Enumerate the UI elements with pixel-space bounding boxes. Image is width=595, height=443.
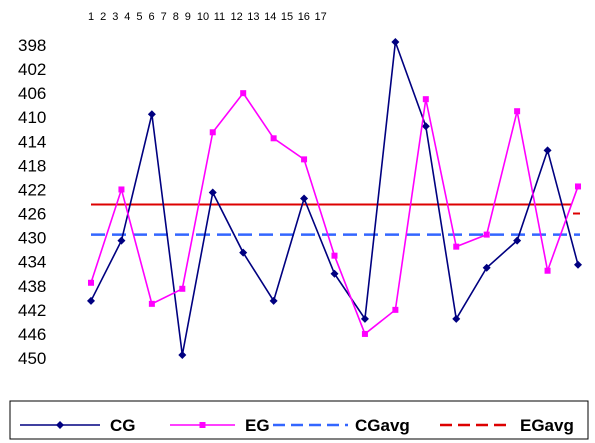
y-tick-label: 438	[18, 277, 46, 296]
data-point-eg	[575, 183, 581, 190]
legend-label-cg: CG	[110, 416, 136, 435]
y-tick-label: 442	[18, 301, 46, 320]
data-point-eg	[422, 96, 429, 103]
x-tick-label: 14	[264, 11, 276, 23]
data-point-cg	[239, 248, 248, 257]
y-tick-label: 414	[18, 132, 46, 151]
y-tick-label: 446	[18, 325, 46, 344]
plot-area	[87, 37, 582, 359]
y-tick-label: 410	[18, 108, 46, 127]
y-tick-label: 450	[18, 349, 46, 368]
x-tick-label: 15	[281, 11, 293, 23]
data-point-cg	[178, 351, 187, 359]
y-tick-label: 406	[18, 84, 46, 103]
data-point-eg	[88, 279, 94, 286]
data-point-cg	[87, 296, 95, 305]
x-tick-label: 2	[100, 11, 106, 23]
data-point-eg	[179, 285, 186, 292]
data-point-eg	[514, 108, 521, 115]
y-tick-label: 418	[18, 156, 46, 175]
x-tick-label: 7	[161, 11, 167, 23]
x-tick-label: 5	[136, 11, 142, 23]
data-point-cg	[543, 146, 552, 155]
y-tick-label: 422	[18, 180, 46, 199]
x-tick-label: 11	[214, 11, 225, 23]
x-tick-label: 8	[173, 11, 179, 23]
x-tick-label: 9	[185, 11, 191, 23]
legend-box	[9, 400, 589, 440]
x-tick-label: 12	[231, 11, 243, 23]
data-point-cg	[391, 37, 400, 46]
data-point-eg	[301, 156, 308, 163]
x-tick-label: 17	[315, 11, 327, 23]
data-point-eg	[453, 243, 460, 250]
data-point-eg	[361, 330, 368, 337]
data-point-eg	[483, 231, 490, 238]
data-point-cg	[482, 263, 491, 272]
data-point-eg	[544, 267, 551, 274]
data-point-cg	[574, 260, 582, 269]
data-point-eg	[392, 306, 399, 313]
legend-label-egavg: EGavg	[520, 416, 574, 435]
data-point-eg	[118, 186, 125, 193]
y-tick-label: 402	[18, 60, 46, 79]
data-point-cg	[117, 236, 126, 245]
data-point-eg	[331, 252, 338, 259]
y-tick-label: 398	[18, 36, 46, 55]
data-point-cg	[360, 314, 369, 323]
y-tick-label: 434	[18, 253, 46, 272]
data-point-cg	[421, 122, 430, 131]
data-point-eg	[148, 300, 155, 307]
legend-marker-eg	[199, 422, 206, 428]
data-point-cg	[513, 236, 522, 245]
x-tick-labels: 1 2 3 4 5 6 7 8 9 10 11 12 13 14 15 16 17	[88, 11, 327, 23]
data-point-eg	[240, 90, 247, 97]
legend-marker-cg	[56, 421, 64, 429]
data-point-cg	[300, 194, 309, 203]
data-point-cg	[147, 110, 156, 119]
legend-label-cgavg: CGavg	[355, 416, 410, 435]
data-point-cg	[208, 188, 217, 197]
y-tick-label: 426	[18, 205, 46, 224]
x-tick-label: 16	[298, 11, 310, 23]
x-tick-label: 13	[247, 11, 259, 23]
data-point-eg	[270, 135, 277, 142]
data-point-eg	[209, 129, 216, 136]
x-tick-label: 1	[88, 11, 94, 23]
legend-label-eg: EG	[245, 416, 270, 435]
data-point-cg	[269, 296, 278, 305]
y-tick-label: 430	[18, 229, 46, 248]
x-tick-label: 6	[149, 11, 155, 23]
data-point-cg	[330, 269, 339, 278]
x-tick-label: 4	[124, 11, 130, 23]
data-point-cg	[452, 314, 461, 323]
x-tick-label: 3	[112, 11, 118, 23]
y-tick-labels: 398 402 406 410 414 418 422 426 430 434 438 442 446 4…	[18, 36, 46, 368]
series-line-cg	[90, 41, 579, 356]
x-tick-label: 10	[197, 11, 209, 23]
legend: CG EG CGavg EGavg	[9, 400, 589, 440]
